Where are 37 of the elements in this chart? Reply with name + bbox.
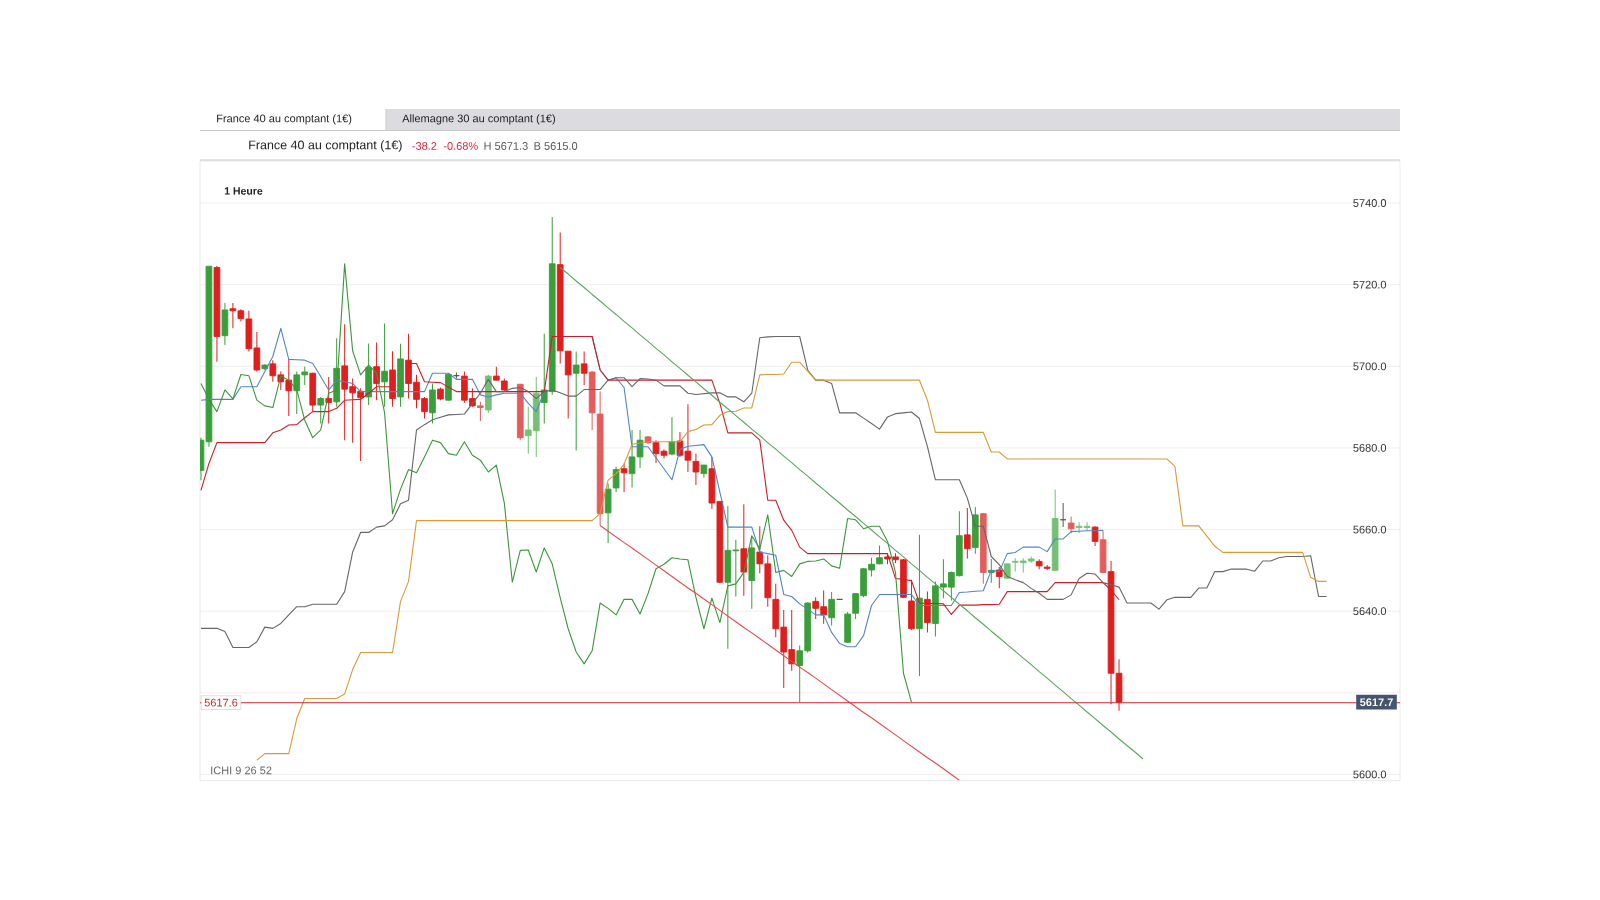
candlestick xyxy=(964,507,971,560)
text: Allemagne 30 au comptant (1€) xyxy=(402,114,555,125)
y-tick-label: 5680.0 xyxy=(1353,444,1387,452)
annotation: ICHI 9 26 52 xyxy=(211,766,272,775)
ref-line-label: 5617.6 xyxy=(204,698,238,707)
annotation: 1 Heure xyxy=(224,187,263,195)
y-tick-label: 5740.0 xyxy=(1353,199,1387,207)
candlestick xyxy=(1091,525,1099,547)
candlestick xyxy=(620,462,628,493)
text: B 5615.0 xyxy=(534,142,578,150)
y-tick-label: 5700.0 xyxy=(1353,362,1387,371)
candlestick xyxy=(317,396,325,424)
candlestick xyxy=(477,401,484,422)
y-tick-label: 5600.0 xyxy=(1353,770,1387,779)
candlestick xyxy=(612,466,620,493)
text: -0.68% xyxy=(443,142,478,150)
candlestick xyxy=(924,591,931,633)
chart-title: France 40 au comptant (1€) xyxy=(249,140,402,152)
candlestick xyxy=(572,351,580,451)
candlestick xyxy=(828,591,835,626)
y-tick-label: 5640.0 xyxy=(1353,607,1387,616)
annotation: 5617.7 xyxy=(1360,698,1393,707)
line-series xyxy=(559,266,1144,760)
y-tick-label: 5660.0 xyxy=(1353,525,1387,534)
candlestick xyxy=(429,382,436,424)
candlestick xyxy=(995,566,1003,589)
candlestick xyxy=(740,503,748,597)
candlestick xyxy=(668,416,676,456)
text: France 40 au comptant (1€) xyxy=(217,114,352,125)
candlestick xyxy=(604,482,612,544)
text: H 5671.3 xyxy=(484,142,528,150)
text: -38.2 xyxy=(412,142,437,150)
candlestick xyxy=(692,453,700,486)
y-tick-label: 5720.0 xyxy=(1353,280,1387,289)
candlestick xyxy=(564,350,572,420)
candlestick xyxy=(580,351,588,386)
candlestick xyxy=(381,322,388,408)
